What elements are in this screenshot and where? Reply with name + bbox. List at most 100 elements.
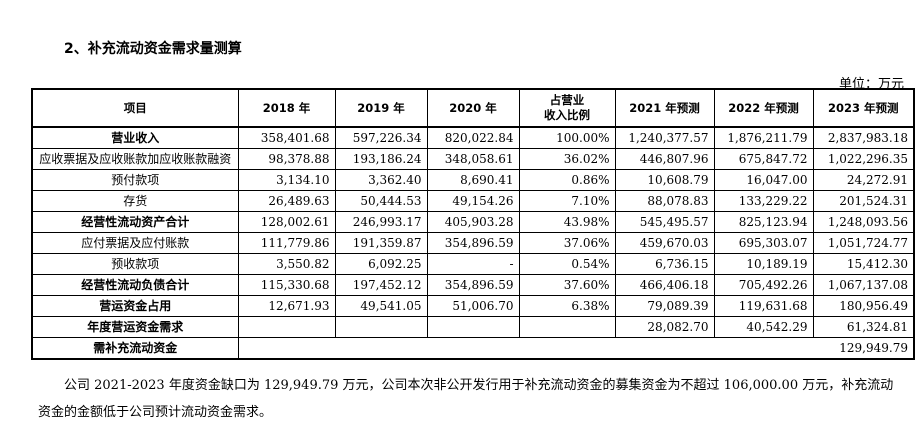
cell-value: 15,412.30 [812,253,915,275]
row-label: 经营性流动资产合计 [31,211,239,233]
row-label: 营业收入 [31,126,239,149]
row-label: 应付票据及应付账款 [31,232,239,254]
cell-value: 191,359.87 [334,232,428,254]
cell-value: 2,837,983.18 [812,126,915,149]
cell-value [237,316,336,338]
cell-value: 705,492.26 [713,274,814,296]
cell-value: 119,631.68 [713,295,814,317]
table-row: 预收款项 3,550.82 6,092.25-0.54% 6,736.15 10,189… [31,253,915,275]
header-2021-forecast: 2021 年预测 [614,88,715,128]
cell-value: 1,022,296.35 [812,148,915,170]
header-2018: 2018 年 [237,88,336,128]
cell-value: 37.60% [518,274,616,296]
cell-value: 1,248,093.56 [812,211,915,233]
cell-value: 820,022.84 [426,126,520,149]
cell-value: 43.98% [518,211,616,233]
cell-value: 695,303.07 [713,232,814,254]
table-row: 应付票据及应付账款 111,779.86 191,359.87 354,896.59 3… [31,232,915,254]
cell-value [334,316,428,338]
cell-value: 354,896.59 [426,274,520,296]
cell-value: 197,452.12 [334,274,428,296]
cell-value: 49,541.05 [334,295,428,317]
header-2022-forecast: 2022 年预测 [713,88,814,128]
cell-value: 37.06% [518,232,616,254]
header-2023-forecast: 2023 年预测 [812,88,915,128]
row-label: 营运资金占用 [31,295,239,317]
cell-value: 12,671.93 [237,295,336,317]
cell-value: 79,089.39 [614,295,715,317]
cell-value: 50,444.53 [334,190,428,212]
cell-value: 10,608.79 [614,169,715,191]
cell-value: 0.54% [518,253,616,275]
cell-value: 16,047.00 [713,169,814,191]
cell-value: 40,542.29 [713,316,814,338]
cell-value: 6,736.15 [614,253,715,275]
cell-value: 354,896.59 [426,232,520,254]
cell-value: 36.02% [518,148,616,170]
cell-value: 0.86% [518,169,616,191]
cell-value: 459,670.03 [614,232,715,254]
table-row-total: 需补充流动资金 129,949.79 [31,337,915,360]
cell-value: 111,779.86 [237,232,336,254]
row-label: 需补充流动资金 [31,337,239,360]
cell-value: 8,690.41 [426,169,520,191]
cell-value [518,316,616,338]
table-header-row: 项目 2018 年 2019 年 2020 年 占营业 收入比例 2021 年预… [31,88,915,128]
cell-value: 180,956.49 [812,295,915,317]
cell-value: 26,489.63 [237,190,336,212]
cell-value: 98,378.88 [237,148,336,170]
cell-value: 24,272.91 [812,169,915,191]
table-row: 应收票据及应收账款加应收账款融资 98,378.88 193,186.24 348,0… [31,148,915,170]
cell-value: 1,240,377.57 [614,126,715,149]
row-label: 应收票据及应收账款加应收账款融资 [31,148,239,170]
cell-value: 51,006.70 [426,295,520,317]
cell-value: 7.10% [518,190,616,212]
cell-value: 405,903.28 [426,211,520,233]
cell-value: 358,401.68 [237,126,336,149]
cell-value: 3,134.10 [237,169,336,191]
cell-value [426,316,520,338]
table-row: 经营性流动负债合计 115,330.68 197,452.12 354,896.59 3… [31,274,915,296]
cell-value: 1,051,724.77 [812,232,915,254]
row-label: 年度营运资金需求 [31,316,239,338]
cell-value: 88,078.83 [614,190,715,212]
cell-value: 28,082.70 [614,316,715,338]
table-row: 预付款项 3,134.10 3,362.40 8,690.41 0.86% 10,608.… [31,169,915,191]
table-row: 营运资金占用 12,671.93 49,541.05 51,006.70 6.38% 79… [31,295,915,317]
cell-value: 825,123.94 [713,211,814,233]
row-label: 经营性流动负债合计 [31,274,239,296]
row-label: 预付款项 [31,169,239,191]
cell-value: 115,330.68 [237,274,336,296]
cell-value: 128,002.61 [237,211,336,233]
header-item: 项目 [31,88,239,128]
cell-value: 545,495.57 [614,211,715,233]
cell-value: 201,524.31 [812,190,915,212]
cell-value: 246,993.17 [334,211,428,233]
cell-value: 597,226.34 [334,126,428,149]
table-row: 营业收入 358,401.68 597,226.34 820,022.84 100.00… [31,126,915,149]
cell-value: 3,362.40 [334,169,428,191]
cell-value: - [426,253,520,275]
capital-demand-table: 项目 2018 年 2019 年 2020 年 占营业 收入比例 2021 年预… [31,88,915,360]
cell-value: 348,058.61 [426,148,520,170]
cell-value: 675,847.72 [713,148,814,170]
table-row: 存货 26,489.63 50,444.53 49,154.26 7.10% 88,078… [31,190,915,212]
cell-value: 466,406.18 [614,274,715,296]
conclusion-paragraph: 公司 2021-2023 年度资金缺口为 129,949.79 万元，公司本次非… [38,378,894,420]
cell-value: 3,550.82 [237,253,336,275]
header-2020: 2020 年 [426,88,520,128]
total-value: 129,949.79 [237,337,915,360]
header-ratio: 占营业 收入比例 [518,88,616,128]
table-row: 经营性流动资产合计 128,002.61 246,993.17 405,903.28 4… [31,211,915,233]
row-label: 预收款项 [31,253,239,275]
header-2019: 2019 年 [334,88,428,128]
cell-value: 10,189.19 [713,253,814,275]
section-heading: 2、补充流动资金需求量测算 [64,41,242,57]
cell-value: 1,876,211.79 [713,126,814,149]
cell-value: 49,154.26 [426,190,520,212]
cell-value: 133,229.22 [713,190,814,212]
cell-value: 100.00% [518,126,616,149]
table-row: 年度营运资金需求 28,082.70 40,542.29 61,324.81 [31,316,915,338]
row-label: 存货 [31,190,239,212]
cell-value: 61,324.81 [812,316,915,338]
